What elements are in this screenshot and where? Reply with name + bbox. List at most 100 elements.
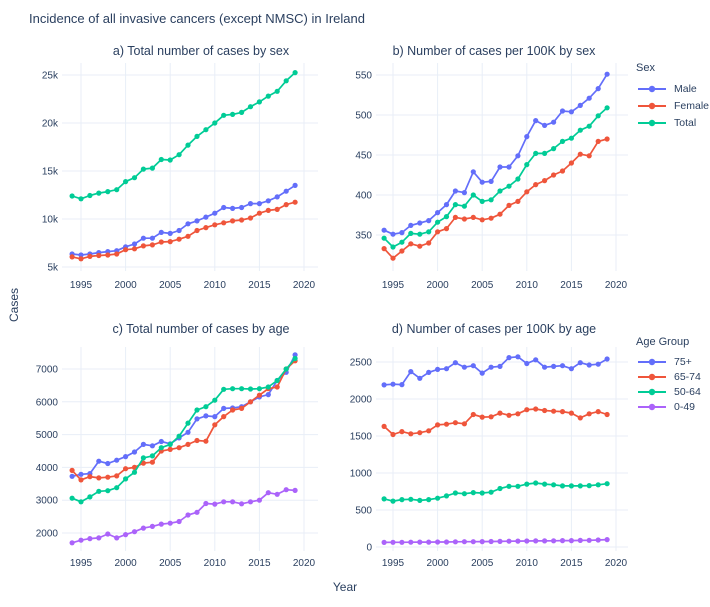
y-tick-label: 4000 bbox=[36, 463, 59, 474]
data-point bbox=[194, 407, 200, 413]
x-tick-label: 1995 bbox=[70, 558, 93, 569]
data-point bbox=[443, 366, 450, 372]
legend-item-65-74[interactable]: 65-74 bbox=[636, 369, 701, 384]
data-point bbox=[114, 485, 120, 491]
data-point bbox=[470, 214, 476, 220]
data-point bbox=[426, 539, 432, 545]
legend-item-label: 75+ bbox=[674, 355, 692, 368]
data-point bbox=[595, 86, 601, 92]
y-tick-label: 15k bbox=[42, 167, 59, 178]
data-point bbox=[568, 366, 575, 372]
data-point bbox=[443, 202, 450, 208]
data-point bbox=[559, 409, 566, 415]
y-tick-label: 3000 bbox=[36, 496, 59, 507]
legend-age: Age Group 75+ 65-74 50-64 0-49 bbox=[636, 336, 701, 414]
data-point bbox=[105, 460, 111, 467]
x-tick-label: 2020 bbox=[605, 280, 628, 291]
data-point bbox=[443, 539, 450, 545]
data-point bbox=[185, 441, 191, 447]
data-point bbox=[524, 538, 530, 544]
data-point bbox=[551, 119, 557, 125]
data-point bbox=[167, 157, 173, 163]
data-point bbox=[239, 501, 245, 507]
data-point bbox=[158, 438, 164, 445]
data-point bbox=[506, 202, 512, 208]
data-point bbox=[283, 78, 289, 84]
data-point bbox=[87, 474, 93, 480]
legend-item-male[interactable]: Male bbox=[636, 80, 709, 97]
y-tick-label: 20k bbox=[42, 119, 59, 130]
data-point bbox=[399, 248, 405, 254]
x-tick-label: 2010 bbox=[516, 280, 539, 291]
legend-item-label: Female bbox=[674, 99, 710, 112]
data-point bbox=[167, 230, 173, 236]
data-point bbox=[158, 521, 164, 527]
data-point bbox=[247, 215, 254, 221]
data-point bbox=[488, 178, 494, 184]
data-point bbox=[559, 538, 566, 544]
data-point bbox=[515, 354, 521, 360]
y-tick-label: 5k bbox=[47, 263, 59, 274]
data-point bbox=[114, 251, 120, 257]
data-point bbox=[417, 231, 423, 237]
data-point bbox=[194, 218, 200, 224]
legend-item-0-49[interactable]: 0-49 bbox=[636, 399, 701, 414]
data-point bbox=[568, 538, 575, 544]
data-point bbox=[586, 362, 592, 368]
data-point bbox=[265, 198, 271, 204]
legend-swatch bbox=[638, 119, 666, 126]
data-point bbox=[568, 410, 575, 416]
data-point bbox=[212, 120, 218, 126]
data-point bbox=[515, 176, 521, 182]
series-line bbox=[71, 184, 296, 256]
y-tick-label: 7000 bbox=[36, 365, 59, 376]
data-point bbox=[105, 531, 111, 537]
data-point bbox=[221, 220, 227, 226]
data-point bbox=[221, 414, 227, 420]
data-point bbox=[435, 539, 441, 545]
series-c-0-49 bbox=[69, 487, 298, 546]
data-point bbox=[542, 122, 548, 128]
legend-item-50-64[interactable]: 50-64 bbox=[636, 384, 701, 399]
data-point bbox=[256, 386, 262, 392]
data-point bbox=[408, 431, 414, 437]
data-point bbox=[69, 193, 75, 199]
data-point bbox=[604, 481, 610, 487]
data-point bbox=[96, 535, 102, 541]
legend-item-total[interactable]: Total bbox=[636, 114, 709, 131]
data-point bbox=[408, 539, 414, 545]
data-point bbox=[203, 438, 209, 444]
data-point bbox=[551, 146, 557, 152]
x-tick-label: 2000 bbox=[426, 558, 449, 569]
data-point bbox=[131, 449, 138, 455]
subplot-d: 1995 2000 2005 2010 2015 2020 0 500 1000 1500 2000… bbox=[350, 347, 628, 569]
data-point bbox=[78, 196, 84, 202]
legend-item-female[interactable]: Female bbox=[636, 97, 709, 114]
legend-swatch bbox=[638, 373, 666, 380]
data-point bbox=[212, 210, 218, 216]
data-point bbox=[488, 414, 494, 420]
x-tick-label: 2015 bbox=[560, 280, 583, 291]
data-point bbox=[123, 247, 129, 253]
data-point bbox=[479, 198, 485, 204]
data-point bbox=[435, 210, 441, 216]
data-point bbox=[274, 384, 280, 390]
legend-item-75-[interactable]: 75+ bbox=[636, 354, 701, 369]
series-line bbox=[383, 73, 608, 236]
x-tick-label: 2020 bbox=[293, 280, 316, 291]
data-point bbox=[149, 165, 155, 171]
data-point bbox=[390, 231, 396, 237]
legend-item-label: Male bbox=[674, 82, 697, 95]
data-point bbox=[176, 518, 182, 525]
data-point bbox=[435, 229, 441, 235]
data-point bbox=[381, 423, 387, 429]
data-point bbox=[131, 529, 138, 535]
data-point bbox=[114, 535, 120, 541]
data-point bbox=[559, 108, 566, 114]
data-point bbox=[87, 253, 93, 259]
data-point bbox=[435, 422, 441, 428]
data-point bbox=[568, 109, 575, 115]
data-point bbox=[497, 188, 503, 194]
data-point bbox=[551, 482, 557, 488]
data-point bbox=[105, 189, 111, 195]
